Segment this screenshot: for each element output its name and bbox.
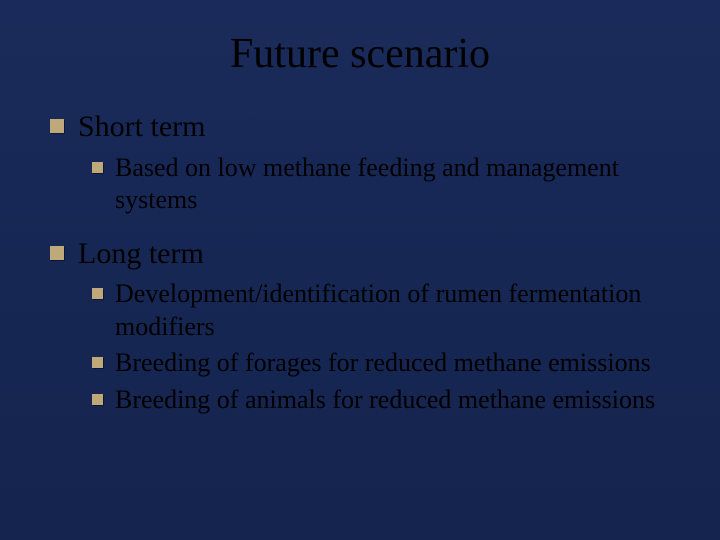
list-item: Based on low methane feeding and managem… <box>92 152 670 217</box>
bullet-text: Development/identification of rumen ferm… <box>115 278 670 343</box>
section-heading: Short term <box>78 108 206 146</box>
slide: Future scenario Short term Based on low … <box>0 0 720 540</box>
list-item: Development/identification of rumen ferm… <box>92 278 670 343</box>
slide-title: Future scenario <box>50 30 670 78</box>
section-long-term: Long term Development/identification of … <box>50 235 670 417</box>
bullet-text: Breeding of animals for reduced methane … <box>115 384 655 417</box>
list-item: Long term <box>50 235 670 273</box>
list-item: Breeding of animals for reduced methane … <box>92 384 670 417</box>
square-bullet-icon <box>50 246 64 260</box>
bullet-text: Breeding of forages for reduced methane … <box>115 347 651 380</box>
square-bullet-icon <box>92 394 103 405</box>
square-bullet-icon <box>92 288 103 299</box>
list-item: Short term <box>50 108 670 146</box>
square-bullet-icon <box>92 162 103 173</box>
list-item: Breeding of forages for reduced methane … <box>92 347 670 380</box>
square-bullet-icon <box>50 119 64 133</box>
section-short-term: Short term Based on low methane feeding … <box>50 108 670 217</box>
bullet-text: Based on low methane feeding and managem… <box>115 152 670 217</box>
square-bullet-icon <box>92 357 103 368</box>
section-heading: Long term <box>78 235 204 273</box>
